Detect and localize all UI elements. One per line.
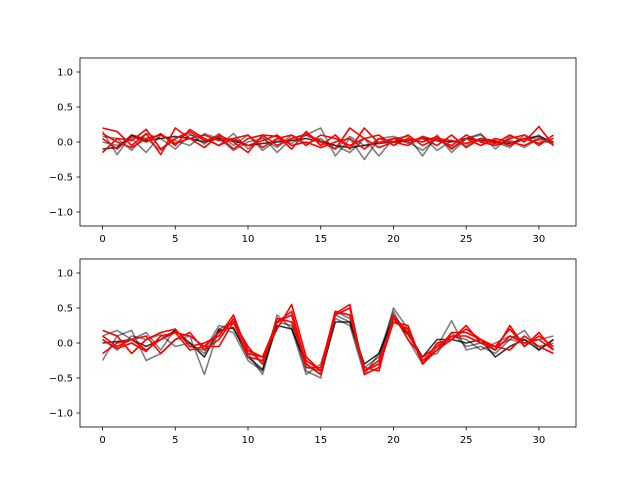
x-tick-label: 15 [314, 435, 327, 446]
x-tick-label: 0 [99, 435, 105, 446]
x-tick-label: 0 [99, 234, 105, 245]
x-tick-label: 10 [242, 234, 255, 245]
y-tick-label: 1.0 [57, 68, 73, 79]
x-tick-label: 10 [242, 435, 255, 446]
y-tick-label: 0.0 [57, 339, 73, 350]
series-group [101, 125, 555, 161]
y-tick-label: 0.5 [57, 304, 73, 315]
y-tick-label: −1.0 [49, 409, 73, 420]
x-tick-label: 20 [387, 435, 400, 446]
series-line-7 [102, 132, 554, 150]
series-line-6 [102, 307, 554, 376]
x-tick-label: 20 [387, 234, 400, 245]
x-tick-label: 5 [172, 234, 178, 245]
x-tick-label: 25 [460, 435, 473, 446]
x-tick-label: 30 [533, 234, 546, 245]
series-group [101, 303, 555, 379]
top-subplot: 0 5 10 15 20 25 30 −1.0 −0.5 0.0 0.5 1.0 [49, 57, 577, 245]
x-tick-label: 15 [314, 234, 327, 245]
bottom-subplot: 0 5 10 15 20 25 30 −1.0 −0.5 0.0 0.5 1.0 [49, 258, 577, 446]
y-tick-label: −0.5 [49, 173, 73, 184]
series-line-7 [102, 310, 554, 372]
y-tick-label: 0.5 [57, 103, 73, 114]
x-tick-label: 5 [172, 435, 178, 446]
x-tick-label: 25 [460, 234, 473, 245]
y-tick-label: −1.0 [49, 208, 73, 219]
y-tick-label: 1.0 [57, 269, 73, 280]
x-tick-label: 30 [533, 435, 546, 446]
y-tick-label: 0.0 [57, 138, 73, 149]
y-tick-label: −0.5 [49, 374, 73, 385]
